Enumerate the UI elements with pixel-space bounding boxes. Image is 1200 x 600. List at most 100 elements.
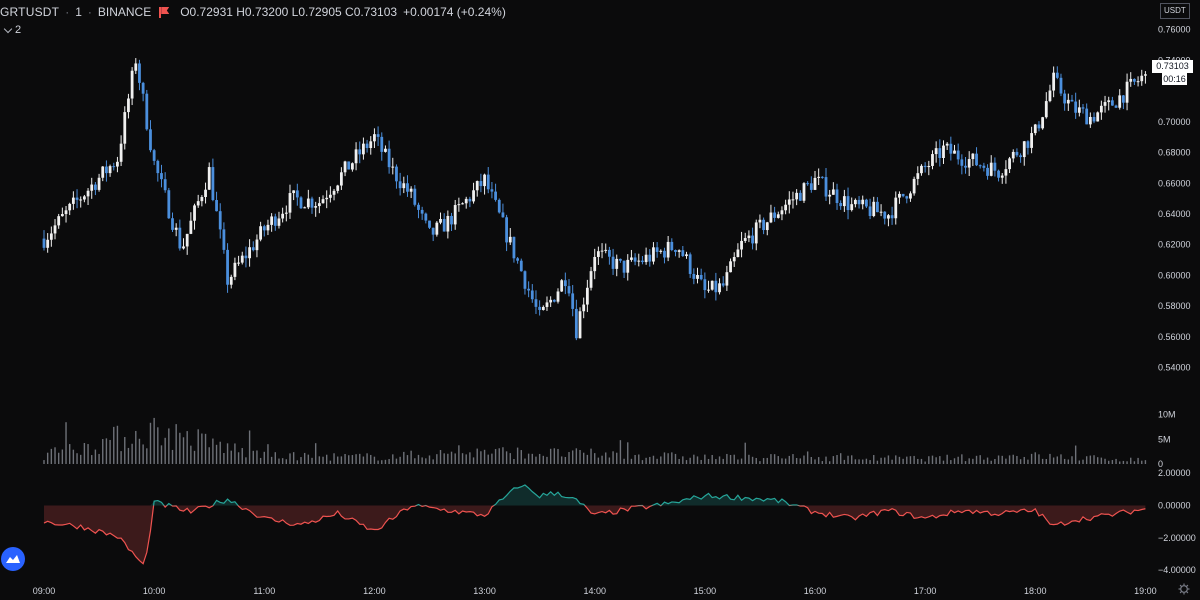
- volume-bar: [483, 449, 486, 464]
- candle: [1107, 96, 1111, 111]
- candle: [185, 233, 189, 255]
- candle: [622, 260, 626, 279]
- interval-label[interactable]: 1: [75, 5, 82, 19]
- volume-bar: [223, 452, 225, 464]
- candle: [619, 258, 622, 263]
- candle: [549, 296, 553, 307]
- candle: [883, 211, 887, 225]
- flag-icon[interactable]: [159, 7, 169, 18]
- volume-bar: [784, 458, 787, 464]
- currency-label[interactable]: USDT: [1160, 3, 1190, 19]
- volume-bar: [226, 443, 229, 464]
- volume-bar: [450, 451, 453, 464]
- candle: [1088, 112, 1092, 128]
- candle: [986, 164, 989, 180]
- volume-bar: [425, 458, 427, 464]
- time-tick-label: 16:00: [804, 586, 827, 596]
- oscillator-tick-label: 0.00000: [1158, 501, 1191, 511]
- volume-bar: [83, 442, 86, 464]
- candle: [615, 254, 619, 277]
- volume-bar: [1082, 459, 1084, 464]
- volume-bar: [131, 443, 133, 464]
- volume-bar: [939, 456, 941, 464]
- price-tick-label: 0.66000: [1158, 178, 1191, 188]
- symbol-name[interactable]: GRTUSDT: [0, 5, 60, 19]
- candle: [982, 162, 986, 172]
- candle: [303, 206, 307, 209]
- volume-bar: [179, 432, 181, 464]
- volume-bar: [942, 460, 945, 464]
- candle: [850, 197, 854, 212]
- candle: [971, 153, 975, 167]
- oscillator-area: [43, 484, 1146, 565]
- volume-bar: [986, 457, 989, 464]
- symbol-legend[interactable]: GRTUSDT · 1 · BINANCE O0.72931 H0.73200 …: [0, 3, 506, 21]
- candle: [288, 184, 292, 219]
- volume-bar: [638, 454, 640, 464]
- volume-bar: [237, 452, 240, 464]
- volume-bar: [586, 454, 589, 464]
- candle: [339, 167, 343, 190]
- volume-bar: [972, 458, 974, 464]
- candle: [417, 202, 420, 219]
- volume-bar: [146, 448, 148, 464]
- candle: [376, 126, 380, 146]
- volume-bar: [619, 440, 622, 464]
- volume-bar: [1074, 445, 1077, 464]
- volume-bar: [1056, 456, 1059, 464]
- volume-bar: [553, 448, 556, 464]
- candle: [648, 249, 652, 267]
- candle: [156, 159, 160, 182]
- candle: [993, 157, 997, 177]
- candle: [920, 164, 923, 176]
- volume-bar: [1063, 458, 1066, 464]
- candle: [413, 185, 417, 207]
- candle: [398, 172, 402, 196]
- volume-bar: [436, 454, 438, 464]
- volume-bar: [755, 457, 757, 464]
- tradingview-logo-icon[interactable]: [1, 547, 25, 571]
- volume-bar: [773, 454, 776, 464]
- candle: [178, 219, 182, 251]
- candle: [747, 230, 751, 243]
- candle: [890, 206, 894, 225]
- gear-icon[interactable]: [1178, 582, 1190, 595]
- indicator-collapse-toggle[interactable]: 2: [2, 23, 24, 37]
- volume-bar: [414, 458, 416, 464]
- candle: [1144, 71, 1147, 84]
- candle: [519, 258, 523, 272]
- volume-bar: [641, 460, 644, 464]
- volume-bar: [810, 456, 813, 464]
- candle: [1066, 93, 1070, 111]
- candle: [464, 196, 468, 209]
- volume-bar: [370, 454, 372, 464]
- candle: [450, 212, 453, 231]
- candle: [596, 246, 600, 265]
- volume-bar: [873, 455, 875, 464]
- candle: [582, 297, 586, 319]
- volume-bar: [616, 452, 618, 464]
- volume-bar: [212, 438, 214, 464]
- volume-bar: [931, 455, 934, 464]
- volume-bar: [851, 455, 853, 464]
- candle: [945, 142, 949, 151]
- volume-bar: [359, 453, 361, 464]
- volume-bar: [314, 443, 317, 464]
- volume-bar: [862, 459, 864, 464]
- candle: [644, 247, 648, 265]
- volume-bar: [289, 453, 291, 464]
- candle: [457, 197, 461, 212]
- candle: [229, 274, 233, 289]
- volume-bar: [983, 459, 985, 464]
- candle: [997, 169, 1000, 182]
- candle: [912, 176, 916, 196]
- candle: [93, 182, 97, 196]
- volume-bar: [116, 425, 119, 464]
- candle: [1059, 73, 1063, 97]
- volume-bar: [256, 450, 258, 464]
- candle: [898, 191, 901, 204]
- candle: [325, 190, 329, 209]
- candle: [795, 189, 799, 206]
- volume-bar: [549, 448, 552, 464]
